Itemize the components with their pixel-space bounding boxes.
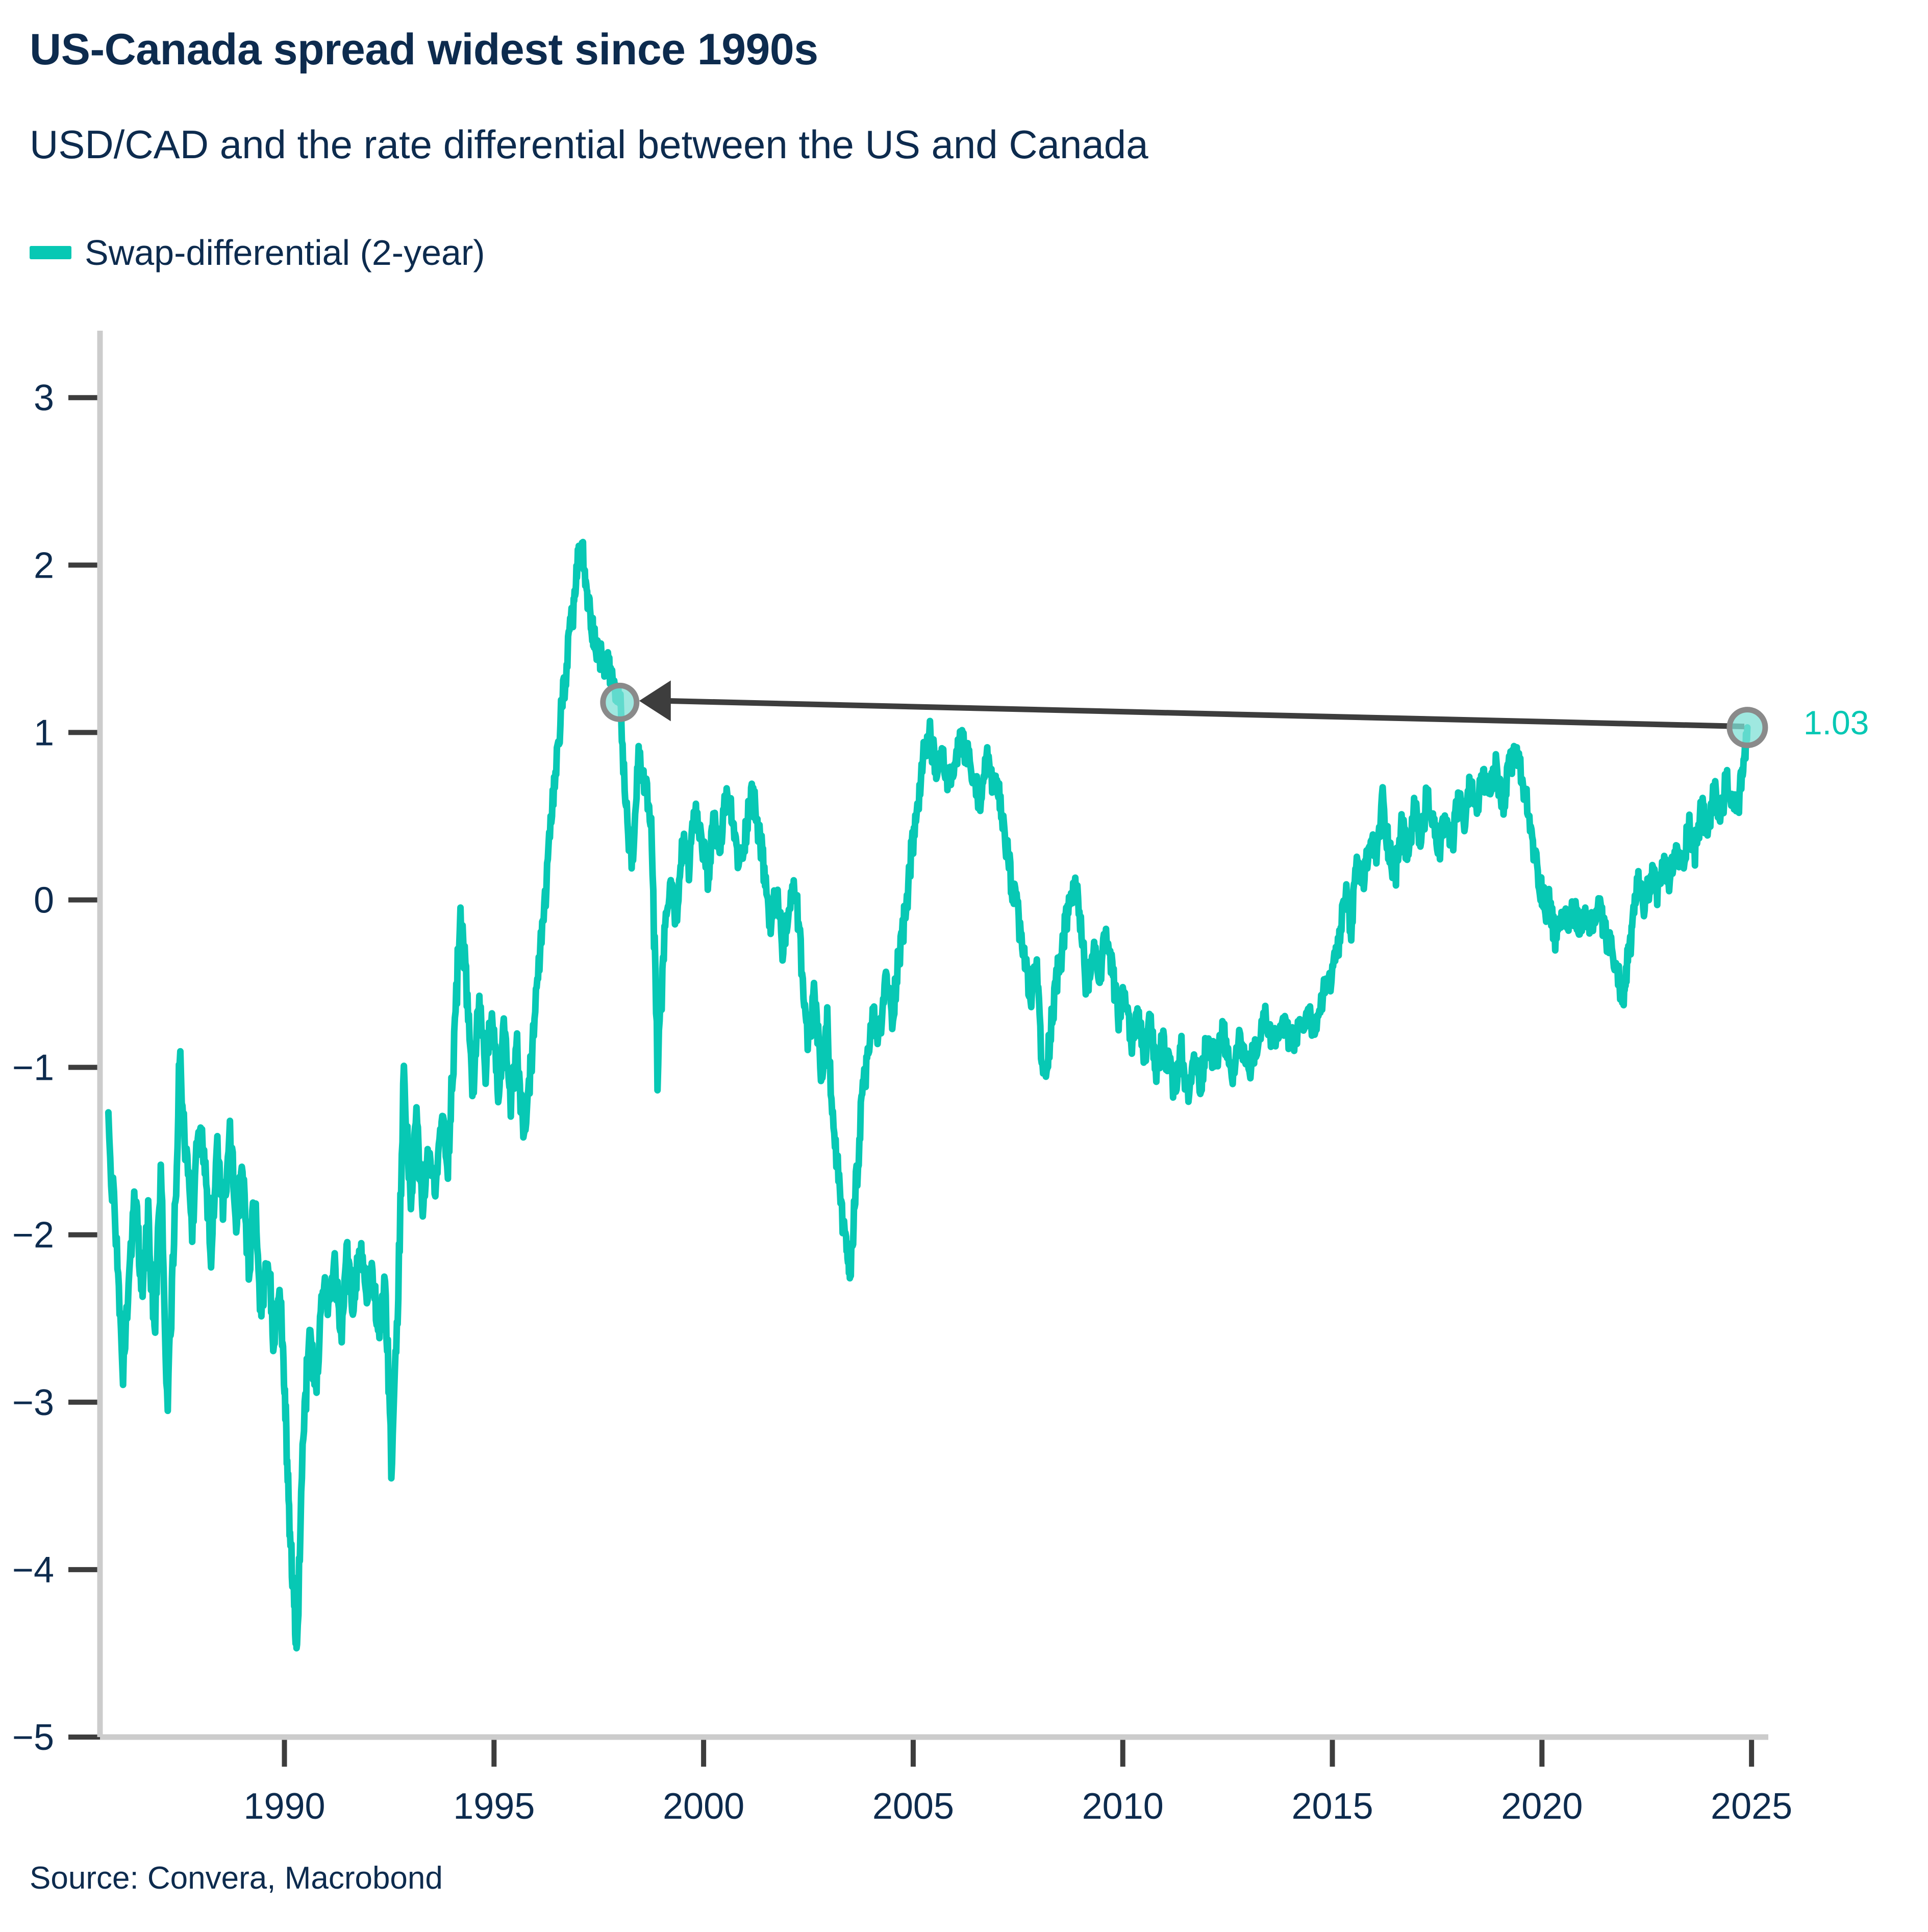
y-axis-ticks: 3 2 1 0 −1 −2 −3 −4 −5 — [12, 378, 100, 1758]
x-tick-label: 2020 — [1501, 1786, 1583, 1827]
x-axis-ticks: 1990 1995 2000 2005 2010 2015 2020 2025 — [243, 1737, 1792, 1827]
legend-color-swatch — [30, 246, 71, 259]
chart-legend: Swap-differential (2-year) — [30, 232, 485, 273]
y-tick-label: −4 — [12, 1550, 54, 1591]
end-point-marker — [1726, 707, 1768, 749]
x-tick-label: 2000 — [663, 1786, 744, 1827]
y-tick-label: 1 — [34, 712, 54, 753]
reference-point-marker — [600, 682, 640, 722]
x-tick-label: 2010 — [1082, 1786, 1164, 1827]
x-tick-label: 2015 — [1291, 1786, 1373, 1827]
y-tick-label: 3 — [34, 378, 54, 418]
chart-subtitle: USD/CAD and the rate differential betwee… — [30, 122, 1148, 167]
x-tick-label: 2005 — [872, 1786, 954, 1827]
legend-item-swap-differential[interactable]: Swap-differential (2-year) — [30, 232, 485, 273]
series-line-swap-differential — [105, 538, 1751, 1652]
y-tick-label: 2 — [34, 545, 54, 586]
y-tick-label: −5 — [12, 1717, 54, 1758]
y-tick-label: 0 — [34, 880, 54, 921]
y-tick-label: −1 — [12, 1048, 54, 1088]
annotation-arrow-line — [665, 698, 1745, 730]
annotation-arrow-head — [639, 680, 671, 722]
x-tick-label: 1990 — [243, 1786, 325, 1827]
x-tick-label: 1995 — [453, 1786, 535, 1827]
page-title: US-Canada spread widest since 1990s — [30, 25, 818, 74]
legend-item-label: Swap-differential (2-year) — [85, 233, 485, 273]
y-tick-label: −3 — [12, 1382, 54, 1423]
end-value-label: 1.03 — [1803, 703, 1869, 741]
source-note: Source: Convera, Macrobond — [30, 1861, 443, 1896]
y-tick-label: −2 — [12, 1215, 54, 1256]
x-tick-label: 2025 — [1711, 1786, 1792, 1827]
annotation-layer — [600, 680, 1768, 749]
